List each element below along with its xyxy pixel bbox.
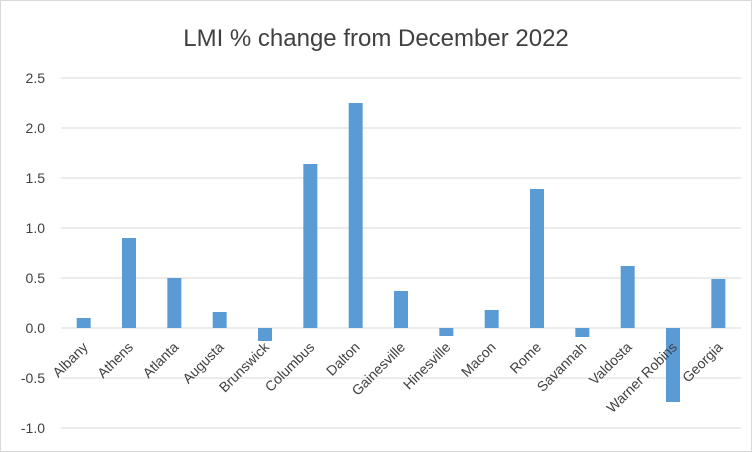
- y-axis-tick-labels: -1.0 -0.5 0.0 0.5 1.0 1.5 2.0 2.5: [21, 70, 45, 436]
- y-tick-label: 2.0: [26, 120, 46, 136]
- bar-dalton: [348, 103, 363, 328]
- y-tick-label: 2.5: [26, 70, 46, 86]
- x-category-label: Athens: [94, 339, 136, 381]
- bar-savannah: [575, 328, 590, 337]
- bars: [76, 103, 726, 402]
- bar-warner-robins: [666, 328, 680, 402]
- chart-title: LMI % change from December 2022: [183, 25, 569, 52]
- y-tick-label: 0.0: [26, 320, 46, 336]
- bar-augusta: [212, 312, 227, 328]
- bar-athens: [122, 238, 136, 328]
- x-category-label: Dalton: [323, 339, 363, 379]
- x-category-label: Rome: [506, 339, 544, 377]
- y-tick-label: 1.0: [26, 220, 46, 236]
- bar-atlanta: [167, 278, 182, 328]
- y-tick-label: 0.5: [26, 270, 46, 286]
- bar-columbus: [303, 164, 318, 328]
- bar-georgia: [711, 279, 726, 328]
- x-category-label: Hinesville: [400, 339, 454, 393]
- y-tick-label: -1.0: [21, 420, 45, 436]
- bar-gainesville: [394, 291, 408, 328]
- x-category-label: Albany: [49, 339, 91, 381]
- bar-macon: [484, 310, 499, 328]
- bar-brunswick: [258, 328, 272, 341]
- x-category-label: Savannah: [534, 339, 590, 395]
- bar-albany: [76, 318, 91, 328]
- bar-hinesville: [439, 328, 454, 336]
- x-category-label: Columbus: [262, 339, 318, 395]
- bar-rome: [530, 189, 544, 328]
- x-axis-category-labels: Albany Athens AtlantaAugustaBrunswickColum…: [49, 338, 725, 416]
- y-tick-label: -0.5: [21, 370, 45, 386]
- x-category-label: Atlanta: [139, 339, 181, 381]
- x-category-label: Macon: [458, 339, 499, 380]
- bar-valdosta: [620, 266, 635, 328]
- y-tick-label: 1.5: [26, 170, 46, 186]
